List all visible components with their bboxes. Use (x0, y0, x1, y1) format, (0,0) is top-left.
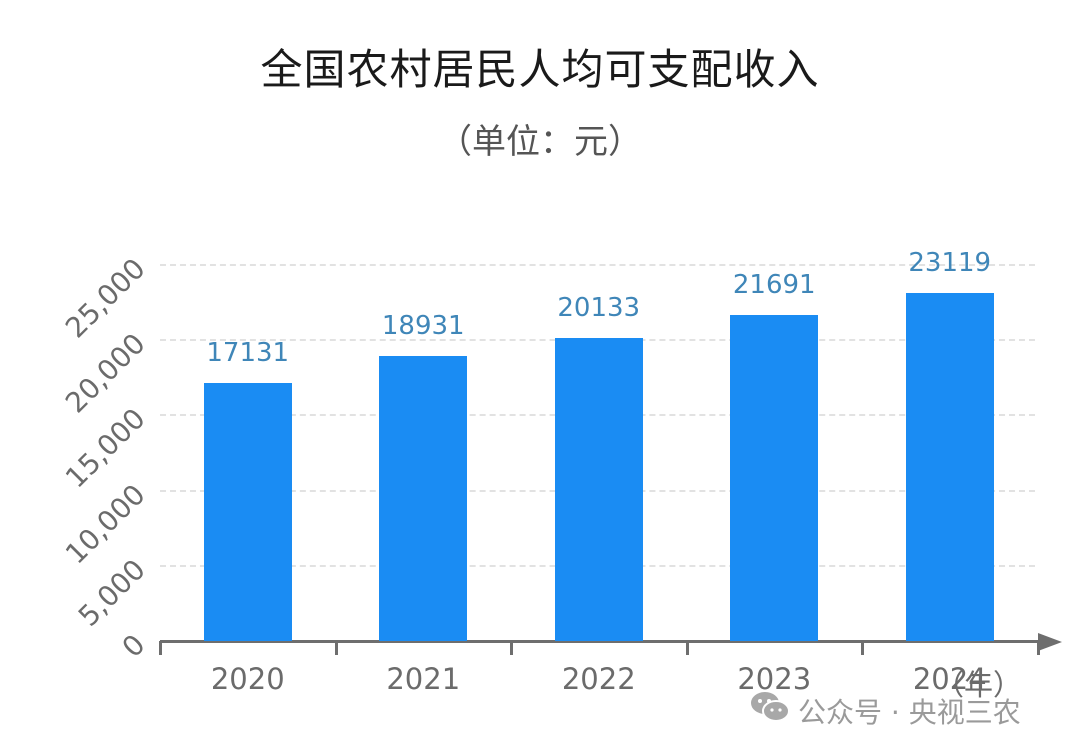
y-tick-label: 15,000 (59, 402, 152, 495)
y-tick-label: 10,000 (59, 477, 152, 571)
x-tick-mark (685, 641, 689, 655)
x-tick-label: 2020 (210, 662, 285, 696)
bar-2020[interactable] (203, 383, 292, 641)
x-tick-mark (861, 641, 864, 655)
x-tick-label: 2021 (386, 662, 461, 696)
bar-2021[interactable] (379, 356, 468, 641)
x-tick-label: 2022 (561, 662, 636, 696)
x-tick-mark (334, 641, 338, 655)
bar-2023[interactable] (730, 314, 819, 641)
x-tick-label: 2023 (737, 662, 812, 696)
bar-value-label: 17131 (206, 338, 290, 369)
y-tick-label: 25,000 (59, 251, 152, 345)
chart-title: 全国农村居民人均可支配收入 (260, 45, 820, 94)
x-tick-mark (510, 641, 513, 655)
bar-value-label: 21691 (732, 269, 816, 300)
x-axis-unit-label: （年） (935, 668, 1023, 702)
x-tick-mark (1036, 641, 1040, 655)
y-tick-label: 0 (115, 627, 152, 664)
x-tick-label: 2024 (912, 662, 987, 696)
bar-value-label: 18931 (381, 311, 465, 342)
chart-subtitle: （单位：元） (438, 122, 642, 162)
x-tick-mark (159, 641, 162, 655)
wechat-icon (750, 690, 790, 731)
x-axis-line (160, 640, 1040, 643)
bar-value-label: 23119 (908, 248, 992, 279)
watermark: 公众号 · 央视三农 (750, 690, 1021, 731)
bar-value-label: 20133 (557, 293, 641, 324)
watermark-text: 公众号 · 央视三农 (798, 695, 1021, 729)
gridline (160, 264, 1035, 266)
x-axis-arrow-icon (1038, 632, 1062, 651)
bar-2022[interactable] (554, 338, 643, 641)
y-tick-label: 20,000 (59, 327, 152, 420)
bar-2024[interactable] (905, 293, 994, 641)
